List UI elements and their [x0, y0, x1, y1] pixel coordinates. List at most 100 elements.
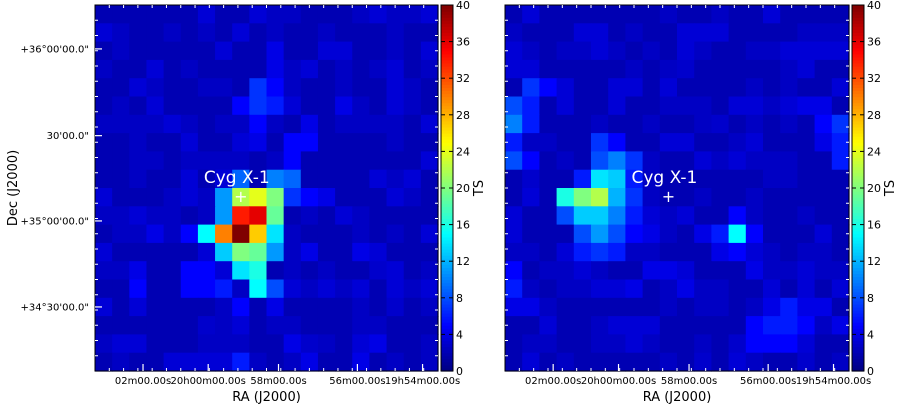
colorbar-segment [441, 279, 453, 284]
heatmap-cell [608, 133, 626, 152]
heatmap-cell [556, 59, 575, 79]
heatmap-cell [266, 352, 285, 372]
heatmap-cell [197, 188, 216, 207]
colorbar-segment [852, 236, 864, 241]
heatmap-cell [95, 169, 113, 189]
heatmap-cell [283, 96, 302, 116]
heatmap-cell [642, 5, 661, 24]
heatmap-cell [728, 261, 747, 281]
heatmap-cell [711, 59, 730, 79]
heatmap-cell [505, 151, 523, 171]
heatmap-cell [129, 169, 148, 189]
heatmap-cell [95, 242, 113, 262]
heatmap-cell [369, 151, 388, 171]
colorbar-segment [441, 105, 453, 110]
heatmap-cell [266, 297, 285, 317]
heatmap-cell [505, 188, 523, 207]
heatmap-cell [352, 279, 370, 299]
heatmap-cell [403, 224, 422, 244]
heatmap-cell [163, 206, 182, 226]
heatmap-cell [608, 224, 626, 244]
heatmap-cell [745, 5, 764, 24]
colorbar-segment [441, 130, 453, 134]
heatmap-cell [335, 169, 353, 189]
heatmap-cell [146, 5, 165, 24]
heatmap-cell [505, 41, 523, 61]
left-source-marker: + [234, 187, 247, 206]
heatmap-cell [300, 297, 319, 317]
heatmap-cell [711, 279, 730, 299]
heatmap-cell [814, 59, 833, 79]
heatmap-cell [420, 242, 439, 262]
heatmap-cell [403, 133, 422, 152]
heatmap-cell [300, 151, 319, 171]
heatmap-cell [591, 224, 609, 244]
heatmap-cell [232, 261, 250, 281]
heatmap-cell [608, 316, 626, 335]
heatmap-cell [728, 334, 747, 354]
colorbar-segment [441, 163, 453, 168]
heatmap-cell [659, 279, 678, 299]
heatmap-cell [146, 23, 165, 43]
heatmap-cell [694, 59, 712, 79]
heatmap-cell [146, 169, 165, 189]
heatmap-cell [266, 334, 285, 354]
heatmap-cell [129, 279, 148, 299]
colorbar-tick-label: 0 [456, 365, 463, 378]
colorbar-segment [852, 215, 864, 220]
heatmap-cell [163, 78, 182, 98]
colorbar-segment [852, 279, 864, 284]
heatmap-cell [659, 114, 678, 134]
heatmap-cell [420, 78, 439, 98]
heatmap-cell [814, 261, 833, 281]
colorbar-segment [441, 291, 453, 296]
heatmap-cell [763, 242, 781, 262]
heatmap-cell [694, 334, 712, 354]
colorbar-segment [852, 273, 864, 278]
colorbar-segment [852, 218, 864, 223]
heatmap-cell [659, 96, 678, 116]
heatmap-cell [266, 279, 285, 299]
heatmap-cell [814, 316, 833, 335]
heatmap-cell [403, 151, 422, 171]
colorbar-segment [441, 316, 453, 320]
heatmap-cell [728, 5, 747, 24]
heatmap-cell [728, 316, 747, 335]
heatmap-cell [505, 133, 523, 152]
heatmap-cell [711, 96, 730, 116]
heatmap-cell [129, 242, 148, 262]
heatmap-cell [335, 279, 353, 299]
heatmap-cell [283, 206, 302, 226]
colorbar-segment [441, 239, 453, 244]
colorbar-segment [852, 203, 864, 207]
heatmap-cell [831, 242, 850, 262]
colorbar-segment [441, 142, 453, 146]
colorbar-segment [441, 218, 453, 223]
heatmap-cell [317, 188, 336, 207]
heatmap-cell [369, 41, 388, 61]
heatmap-cell [129, 23, 148, 43]
heatmap-cell [694, 352, 712, 372]
colorbar-segment [852, 84, 864, 88]
heatmap-cell [335, 78, 353, 98]
heatmap-cell [797, 352, 816, 372]
heatmap-cell [831, 151, 850, 171]
colorbar-segment [441, 20, 453, 24]
heatmap-cell [300, 133, 319, 152]
heatmap-cell [556, 23, 575, 43]
heatmap-cell [831, 297, 850, 317]
heatmap-cell [591, 23, 609, 43]
heatmap-cell [249, 334, 268, 354]
heatmap-cell [677, 151, 695, 171]
heatmap-cell [180, 206, 199, 226]
colorbar-segment [441, 145, 453, 149]
colorbar-segment [852, 245, 864, 250]
heatmap-cell [573, 169, 592, 189]
heatmap-cell [420, 334, 439, 354]
heatmap-cell [814, 133, 833, 152]
heatmap-cell [694, 316, 712, 335]
heatmap-cell [146, 242, 165, 262]
colorbar-segment [852, 200, 864, 204]
heatmap-cell [283, 133, 302, 152]
left-heatmap-cells [95, 5, 439, 372]
